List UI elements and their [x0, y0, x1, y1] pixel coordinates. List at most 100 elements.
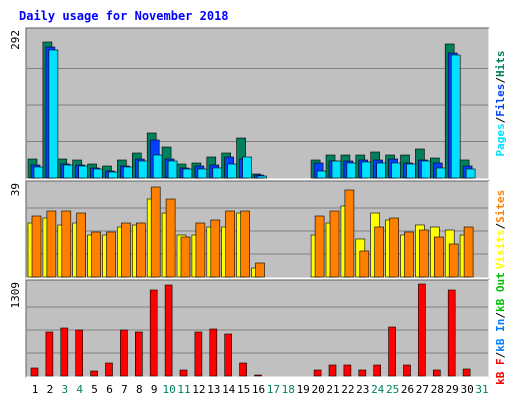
x-tick-label-day-13: 13 — [207, 383, 220, 396]
bar-kb-f-day-28 — [432, 369, 441, 377]
bar-pages-day-29 — [450, 54, 461, 179]
bar-kb-f-day-27 — [418, 283, 426, 377]
bar-kb-f-day-16 — [254, 374, 262, 377]
plot-area — [25, 279, 490, 378]
bar-sites-day-24 — [374, 226, 385, 278]
y-max-label: 1309 — [9, 282, 22, 309]
bars-hits — [27, 41, 476, 179]
bar-kb-f-day-12 — [194, 331, 203, 377]
bar-sites-day-14 — [225, 210, 235, 278]
bar-kb-f-day-2 — [45, 331, 54, 377]
bar-pages-day-5 — [93, 168, 103, 179]
bar-sites-day-16 — [255, 262, 265, 278]
x-tick-label-day-7: 7 — [121, 383, 128, 396]
bar-sites-day-12 — [195, 222, 206, 278]
plot-area — [25, 27, 490, 180]
bar-sites-day-25 — [389, 217, 399, 278]
x-tick-label-day-6: 6 — [106, 383, 113, 396]
bar-kb-f-day-7 — [120, 329, 128, 377]
x-tick-label-day-23: 23 — [356, 383, 369, 396]
bar-pages-day-15 — [242, 156, 252, 179]
x-tick-label-day-18: 18 — [282, 383, 295, 396]
bar-sites-day-22 — [344, 189, 355, 278]
bar-kb-f-day-4 — [75, 329, 83, 377]
bar-sites-day-7 — [121, 222, 131, 278]
x-tick-label-day-5: 5 — [91, 383, 98, 396]
legend-kbytes: kB F/kB In/kB Out — [494, 272, 507, 385]
bar-sites-day-23 — [359, 250, 370, 278]
bar-pages-day-13 — [212, 167, 223, 179]
x-tick-label-day-26: 26 — [401, 383, 414, 396]
bar-pages-day-11 — [182, 168, 193, 179]
bar-pages-day-24 — [376, 162, 387, 179]
bar-kb-f-day-24 — [373, 364, 382, 377]
x-tick-label-day-24: 24 — [371, 383, 385, 396]
bar-sites-day-10 — [165, 198, 176, 278]
x-tick-label-day-4: 4 — [76, 383, 83, 396]
bar-sites-day-9 — [150, 186, 161, 278]
bar-kb-f-day-3 — [60, 327, 69, 377]
bar-kb-f-day-6 — [105, 362, 113, 377]
bar-pages-day-7 — [123, 166, 133, 179]
x-tick-label-day-14: 14 — [222, 383, 236, 396]
bar-kb-f-day-23 — [358, 369, 367, 377]
bar-kb-f-day-25 — [388, 326, 396, 377]
bar-kb-f-day-20 — [313, 369, 322, 377]
x-tick-label-day-19: 19 — [297, 383, 310, 396]
x-tick-label-day-20: 20 — [311, 383, 324, 396]
x-tick-label-day-25: 25 — [386, 383, 399, 396]
bar-kb-f-day-30 — [462, 368, 471, 377]
bar-kb-f-day-22 — [343, 364, 352, 377]
x-tick-label-day-10: 10 — [162, 383, 175, 396]
x-tick-label-day-31: 31 — [475, 383, 488, 396]
x-tick-label-day-16: 16 — [252, 383, 265, 396]
x-tick-label-day-2: 2 — [47, 383, 54, 396]
bar-sites-day-1 — [31, 215, 42, 278]
bars-visits — [27, 186, 474, 278]
x-tick-label-day-27: 27 — [416, 383, 429, 396]
bar-sites-day-2 — [46, 210, 57, 278]
bar-sites-day-21 — [329, 210, 340, 278]
legend-entry: Visits — [494, 230, 507, 270]
legend-entry: / — [494, 116, 507, 123]
legend-entry: / — [494, 351, 507, 358]
bar-kb-f-day-11 — [179, 369, 188, 377]
panel-visits: 39 — [9, 180, 490, 279]
x-tick-label-day-15: 15 — [237, 383, 250, 396]
bar-pages-day-21 — [331, 160, 342, 179]
x-tick-label-day-21: 21 — [326, 383, 339, 396]
bar-pages-day-12 — [197, 168, 208, 179]
bar-kb-f-day-1 — [30, 367, 39, 377]
bar-kb-f-day-29 — [447, 289, 456, 377]
bar-pages-day-22 — [346, 162, 357, 179]
bar-kb-f-day-13 — [209, 328, 218, 377]
bar-pages-day-23 — [361, 161, 372, 179]
bar-pages-day-3 — [63, 164, 74, 179]
bar-pages-day-14 — [227, 163, 237, 179]
y-max-label: 39 — [9, 183, 22, 196]
bar-kb-f-day-26 — [403, 364, 411, 377]
bar-pages-day-2 — [48, 49, 59, 179]
x-tick-label-day-8: 8 — [136, 383, 143, 396]
x-tick-label-day-11: 11 — [177, 383, 190, 396]
legend-entry: / — [494, 223, 507, 230]
legend-entry: Files — [494, 84, 507, 117]
bar-sites-day-4 — [76, 212, 86, 278]
legend-entry: / — [494, 312, 507, 319]
legend-entry: kB Out — [494, 272, 507, 312]
x-tick-label-day-28: 28 — [431, 383, 444, 396]
bar-sites-day-6 — [106, 231, 116, 278]
bar-kb-f-day-15 — [239, 362, 247, 377]
bar-sites-day-3 — [61, 210, 72, 278]
bar-pages-day-9 — [152, 154, 163, 179]
panel-kbytes: 1309 — [9, 279, 490, 378]
legend-entry: kB In — [494, 319, 507, 352]
legend-hits: Pages/Files/Hits — [494, 51, 507, 157]
x-tick-label-day-3: 3 — [61, 383, 68, 396]
bar-pages-day-25 — [391, 162, 401, 179]
bar-pages-day-1 — [33, 166, 44, 179]
bar-sites-day-20 — [314, 215, 325, 278]
legend-entry: kB F — [494, 358, 507, 385]
bar-pages-day-30 — [465, 168, 476, 179]
bar-sites-day-11 — [180, 236, 191, 278]
